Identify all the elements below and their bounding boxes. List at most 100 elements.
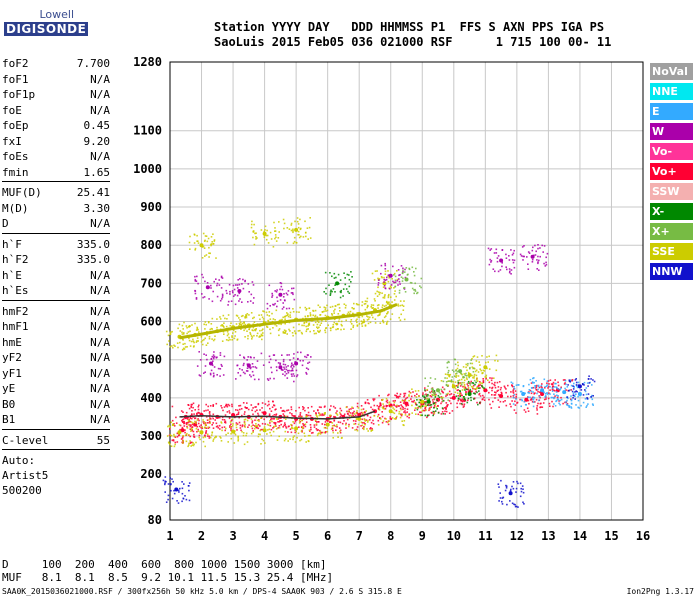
echo-dot: [247, 301, 249, 303]
echo-dot: [402, 406, 404, 409]
echo-dot: [230, 433, 232, 435]
echo-dot: [175, 422, 178, 424]
echo-dot: [321, 414, 323, 417]
echo-dot: [476, 401, 478, 404]
echo-dot: [379, 322, 382, 324]
echo-dot: [179, 341, 181, 344]
echo-dot: [182, 328, 184, 330]
echo-dot: [473, 379, 476, 382]
echo-dot: [425, 393, 427, 396]
echo-dot: [246, 370, 249, 372]
echo-dot: [340, 409, 343, 412]
echo-dot: [292, 229, 294, 232]
echo-dot: [242, 434, 245, 437]
echo-dot: [391, 313, 394, 315]
echo-dot: [185, 498, 188, 501]
echo-dot: [274, 323, 276, 326]
echo-dot: [289, 330, 291, 332]
echo-dot: [232, 291, 234, 294]
echo-dot: [443, 407, 446, 409]
echo-dot: [403, 401, 406, 403]
echo-dot: [317, 304, 320, 307]
echo-dot: [401, 420, 403, 422]
echo-dot: [355, 319, 357, 322]
echo-dot: [180, 438, 183, 440]
echo-dot: [179, 487, 181, 490]
echo-dot: [293, 240, 296, 243]
echo-dot: [385, 405, 388, 408]
echo-dot: [467, 388, 469, 391]
echo-dot: [382, 403, 384, 405]
echo-dot: [429, 408, 431, 411]
echo-dot: [297, 230, 300, 233]
param-row: yF1 N/A: [2, 366, 110, 382]
echo-dot: [196, 240, 198, 242]
echo-dot: [213, 240, 216, 242]
x-tick-label: 14: [573, 529, 587, 543]
echo-dot: [324, 423, 326, 426]
echo-dot: [511, 259, 514, 261]
echo-dot: [512, 392, 515, 394]
echo-dot: [510, 395, 512, 398]
echo-dot: [183, 332, 185, 334]
echo-dot: [325, 327, 328, 329]
echo-dot: [502, 496, 505, 499]
echo-dot: [323, 426, 326, 429]
echo-dot: [188, 325, 190, 328]
echo-dot: [562, 379, 565, 381]
echo-dot: [339, 290, 342, 293]
echo-dot: [186, 332, 188, 335]
echo-dot: [447, 404, 449, 406]
echo-dot: [336, 303, 339, 306]
echo-dot: [486, 356, 488, 358]
param-value: N/A: [90, 150, 110, 163]
echo-dot: [211, 355, 214, 358]
echo-dot: [188, 241, 191, 244]
echo-dot: [512, 487, 515, 490]
echo-dot: [404, 271, 406, 273]
echo-dot: [530, 382, 533, 384]
echo-dot: [301, 419, 303, 422]
echo-dot: [433, 404, 436, 407]
echo-dot: [358, 303, 360, 306]
echo-dot: [384, 273, 387, 275]
echo-dot: [211, 300, 214, 303]
echo-dot: [333, 277, 336, 279]
echo-dot: [396, 415, 398, 418]
echo-dot: [318, 412, 320, 414]
echo-dot: [169, 434, 172, 436]
echo-dot: [410, 282, 413, 284]
echo-dot: [284, 318, 286, 320]
echo-dot: [370, 406, 372, 409]
echo-dot: [337, 436, 339, 438]
echo-dot: [276, 296, 278, 299]
echo-dot: [262, 364, 265, 366]
echo-dot: [393, 274, 395, 276]
echo-dot: [317, 409, 319, 411]
echo-dot: [425, 402, 427, 404]
polarization-legend: NoVal NNE E W Vo- Vo+ SSW X- X+ SSE NNW: [650, 63, 693, 283]
echo-dot: [182, 435, 184, 437]
echo-dot: [376, 295, 379, 297]
echo-dot: [258, 314, 260, 316]
echo-dot: [384, 408, 387, 410]
echo-dot: [539, 247, 541, 249]
echo-dot: [441, 390, 443, 392]
param-row: M(D) 3.30: [2, 201, 110, 217]
echo-dot: [396, 395, 398, 398]
echo-dot: [326, 430, 329, 433]
echo-dot: [236, 284, 239, 286]
echo-dot: [352, 324, 355, 327]
echo-dot: [219, 416, 221, 419]
echo-dot: [329, 414, 332, 417]
echo-dot: [197, 428, 199, 431]
y-tick-label: 800: [140, 238, 162, 252]
echo-dot: [315, 414, 317, 416]
echo-dot: [222, 374, 225, 376]
echo-dot: [382, 407, 384, 410]
echo-dot: [547, 397, 550, 400]
echo-dot: [390, 286, 392, 289]
echo-dot: [413, 399, 415, 402]
echo-dot: [487, 361, 489, 363]
echo-dot: [415, 402, 417, 405]
